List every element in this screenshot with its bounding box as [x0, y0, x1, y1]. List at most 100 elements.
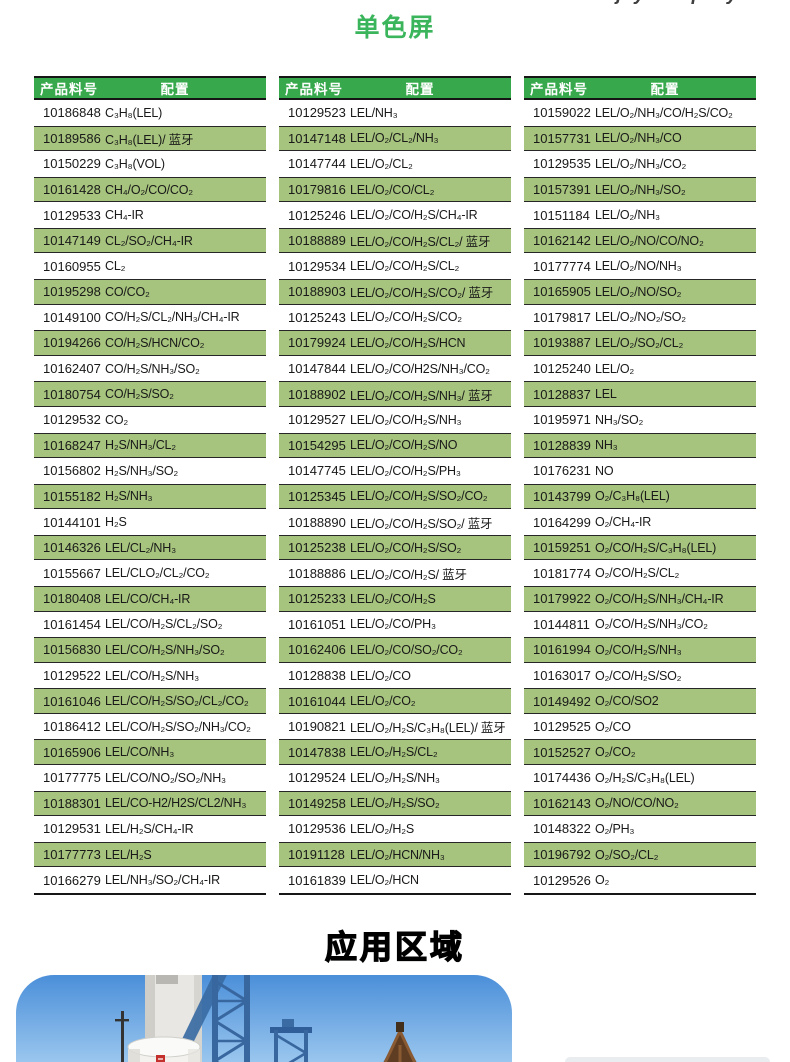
table-row: 10149258 LEL/O₂/H₂S/SO₂ — [279, 790, 511, 817]
part-number: 10129525 — [533, 719, 591, 735]
table-row: 10129524 LEL/O₂/H₂S/NH₃ — [279, 765, 511, 791]
gas-config: LEL/CO-H2/H2S/CL2/NH₃ — [105, 796, 247, 811]
gas-config: LEL/O₂/NH₃/SO₂ — [595, 182, 686, 197]
table-row: 10194266 CO/H₂S/HCN/CO₂ — [34, 330, 266, 356]
gas-config: LEL/O₂/CO/SO₂/CO₂ — [350, 642, 463, 657]
table-row: 10196792 O₂/SO₂/CL₂ — [524, 841, 756, 868]
table-row: 10129523 LEL/NH₃ — [279, 100, 511, 126]
part-number: 10125238 — [288, 540, 346, 556]
product-table-3: 产品料号 配置 10159022 LEL/O₂/NH₃/CO/H₂S/CO₂ 101… — [524, 76, 756, 895]
table-row: 10191128 LEL/O₂/HCN/NH₃ — [279, 841, 511, 868]
table-row: 10161051 LEL/O₂/CO/PH₃ — [279, 611, 511, 638]
part-number: 10179816 — [288, 182, 346, 198]
part-number: 10177775 — [43, 770, 101, 786]
part-number: 10129523 — [288, 105, 346, 121]
table-row: 10162142 LEL/O₂/NO/CO/NO₂ — [524, 227, 756, 254]
part-number: 10161454 — [43, 616, 101, 632]
gas-config: O₂/CO/H₂S/NH₃/CO₂ — [595, 617, 708, 632]
table-row: 10129527 LEL/O₂/CO/H₂S/NH₃ — [279, 406, 511, 433]
part-number: 10162142 — [533, 233, 591, 249]
part-number: 10188890 — [288, 514, 346, 530]
part-number: 10161428 — [43, 182, 101, 198]
table-row: 10180408 LEL/CO/CH₄-IR — [34, 585, 266, 612]
part-number: 10162143 — [533, 795, 591, 811]
gas-config: LEL/CLO₂/CL₂/CO₂ — [105, 566, 210, 581]
part-number: 10157391 — [533, 182, 591, 198]
part-number: 10149100 — [43, 309, 101, 325]
gas-config: CO₂ — [105, 412, 129, 427]
gas-config: CO/H₂S/HCN/CO₂ — [105, 335, 205, 350]
part-number: 10181774 — [533, 565, 591, 581]
gas-config: LEL — [595, 387, 617, 402]
table-row: 10163017 O₂/CO/H₂S/SO₂ — [524, 662, 756, 689]
gas-config: LEL/NH₃/SO₂/CH₄-IR — [105, 873, 220, 888]
gas-config: LEL/O₂/CO/H₂S/CL₂ — [350, 259, 460, 274]
table-row: 10129536 LEL/O₂/H₂S — [279, 816, 511, 842]
gas-config: LEL/O₂/CO/H₂S/SO₂/ 蓝牙 — [350, 516, 493, 531]
gas-config: O₂/CO/H₂S/NH₃/CH₄-IR — [595, 591, 724, 606]
part-number: 10190821 — [288, 719, 346, 735]
gas-config: H₂S/NH₃/CL₂ — [105, 438, 176, 453]
part-number: 10125240 — [533, 361, 591, 377]
table-row: 10161454 LEL/CO/H₂S/CL₂/SO₂ — [34, 611, 266, 638]
table-row: 10125345 LEL/O₂/CO/H₂S/SO₂/CO₂ — [279, 483, 511, 510]
part-number: 10156802 — [43, 463, 101, 479]
part-number: 10159251 — [533, 540, 591, 556]
part-number: 10156830 — [43, 642, 101, 658]
gas-config: LEL/O₂/HCN — [350, 873, 419, 888]
gas-config: LEL/O₂/CO/H₂S/NO — [350, 438, 458, 453]
table-row: 10155667 LEL/CLO₂/CL₂/CO₂ — [34, 560, 266, 586]
table-row: 10179922 O₂/CO/H₂S/NH₃/CH₄-IR — [524, 585, 756, 612]
part-number: 10166279 — [43, 872, 101, 888]
part-number: 10128838 — [288, 668, 346, 683]
part-number: 10154295 — [288, 437, 346, 453]
part-number: 10161839 — [288, 872, 346, 888]
table-row: 10157731 LEL/O₂/NH₃/CO — [524, 125, 756, 152]
table-row: 10168247 H₂S/NH₃/CL₂ — [34, 432, 266, 459]
gas-config: H₂S/NH₃ — [105, 489, 153, 504]
table-row: 10147745 LEL/O₂/CO/H₂S/PH₃ — [279, 458, 511, 484]
part-number: 10188301 — [43, 795, 101, 811]
table-row: 10125243 LEL/O₂/CO/H₂S/CO₂ — [279, 304, 511, 331]
gas-config: LEL/CO/H₂S/SO₂/NH₃/CO₂ — [105, 719, 251, 734]
table-row: 10128838 LEL/O₂/CO — [279, 662, 511, 689]
part-number: 10188889 — [288, 233, 346, 249]
gas-config: LEL/O₂/CO/H₂S/NH₃/ 蓝牙 — [350, 388, 493, 403]
gas-config: O₂/CO/SO2 — [595, 694, 659, 709]
table-row: 10176231 NO — [524, 458, 756, 484]
gas-config: CH₄/O₂/CO/CO₂ — [105, 182, 193, 197]
gas-config: LEL/O₂/HCN/NH₃ — [350, 847, 445, 862]
gas-config: CO/H₂S/CL₂/NH₃/CH₄-IR — [105, 310, 240, 325]
part-number: 10150229 — [43, 156, 101, 172]
table-row: 10147744 LEL/O₂/CL₂ — [279, 151, 511, 177]
table-row: 10156830 LEL/CO/H₂S/NH₃/SO₂ — [34, 637, 266, 663]
table-row: 10186412 LEL/CO/H₂S/SO₂/NH₃/CO₂ — [34, 713, 266, 740]
table-row: 10125238 LEL/O₂/CO/H₂S/SO₂ — [279, 534, 511, 561]
table-row: 10129525 O₂/CO — [524, 713, 756, 740]
table-row: 10181774 O₂/CO/H₂S/CL₂ — [524, 560, 756, 586]
part-number: 10177773 — [43, 847, 101, 863]
table-row: 10144101 H₂S — [34, 509, 266, 535]
gas-config: O₂/H₂S/C₃H₈(LEL) — [595, 770, 695, 785]
table-row: 10129533 CH₄-IR — [34, 202, 266, 228]
part-number: 10129533 — [43, 207, 101, 223]
gas-config: CL₂/SO₂/CH₄-IR — [105, 233, 193, 248]
table-row: 10188902 LEL/O₂/CO/H₂S/NH₃/ 蓝牙 — [279, 381, 511, 407]
part-number: 10188903 — [288, 284, 346, 300]
part-number: 10180408 — [43, 591, 101, 607]
gas-config: H₂S/NH₃/SO₂ — [105, 463, 179, 478]
table-row: 10164299 O₂/CH₄-IR — [524, 509, 756, 535]
part-number: 10147838 — [288, 744, 346, 760]
part-number: 10129524 — [288, 770, 346, 786]
part-number: 10159022 — [533, 105, 591, 121]
part-number: 10186848 — [43, 105, 101, 121]
part-number: 10129535 — [533, 156, 591, 172]
gas-config: LEL/O₂/CO/H₂S/NH₃ — [350, 412, 462, 427]
table-row: 10157391 LEL/O₂/NH₃/SO₂ — [524, 176, 756, 203]
part-number: 10176231 — [533, 463, 591, 479]
table-row: 10161046 LEL/CO/H₂S/SO₂/CL₂/CO₂ — [34, 688, 266, 714]
table-row: 10147838 LEL/O₂/H₂S/CL₂ — [279, 739, 511, 766]
table-row: 10152527 O₂/CO₂ — [524, 739, 756, 766]
part-number: 10165906 — [43, 744, 101, 760]
page-title: 单色屏 — [354, 14, 436, 42]
